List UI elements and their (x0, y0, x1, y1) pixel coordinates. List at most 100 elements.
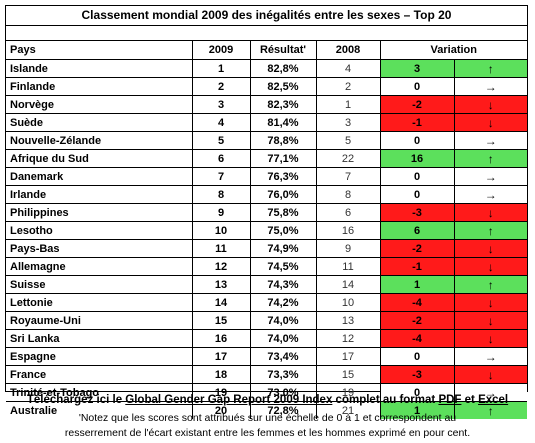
score-cell: 75,8% (250, 203, 317, 222)
variation-cell: -4 (380, 329, 455, 348)
variation-cell: 1 (380, 275, 455, 294)
rank-2008-cell: 5 (316, 131, 381, 150)
rank-2008-cell: 22 (316, 149, 381, 168)
score-cell: 82,3% (250, 95, 317, 114)
header-score: Résultat' (250, 41, 317, 60)
rank-2008-cell: 15 (316, 365, 381, 384)
score-cell: 76,3% (250, 167, 317, 186)
arrow-down-icon: ↓ (454, 311, 527, 330)
variation-cell: 3 (380, 59, 455, 78)
country-cell: Pays-Bas (6, 239, 193, 258)
rank-2009-cell: 20 (192, 401, 251, 419)
table-row: Sri Lanka 16 74,0% 12 -4 ↓ (6, 329, 527, 348)
arrow-down-icon: ↓ (454, 113, 527, 132)
rank-2008-cell: 14 (316, 275, 381, 294)
arrow-right-icon: → (454, 167, 527, 186)
variation-cell: 0 (380, 347, 455, 366)
country-cell: Norvège (6, 95, 193, 114)
variation-cell: 0 (380, 131, 455, 150)
variation-cell: 0 (380, 185, 455, 204)
header-row: Pays 2009 Résultat' 2008 Variation (6, 41, 527, 60)
arrow-down-icon: ↓ (454, 329, 527, 348)
ranking-table: Pays 2009 Résultat' 2008 Variation Islan… (6, 41, 527, 419)
country-cell: Irlande (6, 185, 193, 204)
arrow-down-icon: ↓ (454, 239, 527, 258)
rank-2009-cell: 10 (192, 221, 251, 240)
report-link[interactable]: Global Gender Gap Report 2009 Index (125, 394, 333, 406)
country-cell: Lesotho (6, 221, 193, 240)
rank-2009-cell: 12 (192, 257, 251, 276)
rank-2008-cell: 12 (316, 329, 381, 348)
rank-2009-cell: 7 (192, 167, 251, 186)
rank-2009-cell: 1 (192, 59, 251, 78)
table-row: Nouvelle-Zélande 5 78,8% 5 0 → (6, 131, 527, 150)
download-and: et (461, 394, 479, 406)
variation-cell: -2 (380, 95, 455, 114)
title-spacer (6, 26, 527, 41)
variation-cell: -3 (380, 365, 455, 384)
header-rank-2008: 2008 (316, 41, 381, 60)
arrow-up-icon: ↑ (454, 221, 527, 240)
country-cell: Finlande (6, 77, 193, 96)
pdf-link[interactable]: PDF (438, 394, 462, 406)
rank-2008-cell: 2 (316, 77, 381, 96)
country-cell: Philippines (6, 203, 193, 222)
table-row: Philippines 9 75,8% 6 -3 ↓ (6, 203, 527, 222)
rank-2008-cell: 11 (316, 257, 381, 276)
arrow-up-icon: ↑ (454, 275, 527, 294)
country-cell: Lettonie (6, 293, 193, 312)
variation-cell: -3 (380, 203, 455, 222)
variation-cell: 0 (380, 383, 455, 402)
score-cell: 73,4% (250, 347, 317, 366)
table-row: Finlande 2 82,5% 2 0 → (6, 77, 527, 96)
table-row: Lettonie 14 74,2% 10 -4 ↓ (6, 293, 527, 312)
header-country: Pays (6, 41, 193, 60)
rank-2008-cell: 17 (316, 347, 381, 366)
arrow-up-icon: ↑ (454, 149, 527, 168)
table-row: Espagne 17 73,4% 17 0 → (6, 347, 527, 366)
rank-2008-cell: 13 (316, 311, 381, 330)
arrow-up-icon: ↑ (454, 401, 527, 419)
header-variation: Variation (380, 41, 527, 60)
score-cell: 74,2% (250, 293, 317, 312)
rank-2009-cell: 3 (192, 95, 251, 114)
score-cell: 82,8% (250, 59, 317, 78)
rank-2009-cell: 17 (192, 347, 251, 366)
footnote-line-1: 'Notez que les scores sont attribués sur… (78, 412, 457, 424)
rank-2009-cell: 15 (192, 311, 251, 330)
table-row: Pays-Bas 11 74,9% 9 -2 ↓ (6, 239, 527, 258)
score-cell: 74,3% (250, 275, 317, 294)
arrow-down-icon: ↓ (454, 257, 527, 276)
arrow-up-icon: ↑ (454, 59, 527, 78)
table-row: Suède 4 81,4% 3 -1 ↓ (6, 113, 527, 132)
score-cell: 74,0% (250, 311, 317, 330)
variation-cell: -1 (380, 113, 455, 132)
country-cell: Allemagne (6, 257, 193, 276)
table-row: Suisse 13 74,3% 14 1 ↑ (6, 275, 527, 294)
rank-2008-cell: 3 (316, 113, 381, 132)
rank-2009-cell: 8 (192, 185, 251, 204)
country-cell: Afrique du Sud (6, 149, 193, 168)
rank-2008-cell: 7 (316, 167, 381, 186)
table-row: Royaume-Uni 15 74,0% 13 -2 ↓ (6, 311, 527, 330)
rank-2008-cell: 4 (316, 59, 381, 78)
rank-2009-cell: 11 (192, 239, 251, 258)
variation-cell: 0 (380, 167, 455, 186)
country-cell: Suède (6, 113, 193, 132)
country-cell: Islande (6, 59, 193, 78)
rank-2008-cell: 16 (316, 221, 381, 240)
rank-2008-cell: 10 (316, 293, 381, 312)
rank-2008-cell: 8 (316, 185, 381, 204)
variation-cell: -1 (380, 257, 455, 276)
rank-2009-cell: 9 (192, 203, 251, 222)
score-cell: 77,1% (250, 149, 317, 168)
rank-2009-cell: 13 (192, 275, 251, 294)
table-row: Afrique du Sud 6 77,1% 22 16 ↑ (6, 149, 527, 168)
variation-cell: -2 (380, 239, 455, 258)
table-row: Danemark 7 76,3% 7 0 → (6, 167, 527, 186)
arrow-right-icon: → (454, 383, 527, 402)
excel-link[interactable]: Excel (478, 394, 509, 406)
table-title: Classement mondial 2009 des inégalités e… (6, 6, 527, 26)
rank-2009-cell: 5 (192, 131, 251, 150)
country-cell: Trinité-et-Tobago (6, 383, 193, 402)
